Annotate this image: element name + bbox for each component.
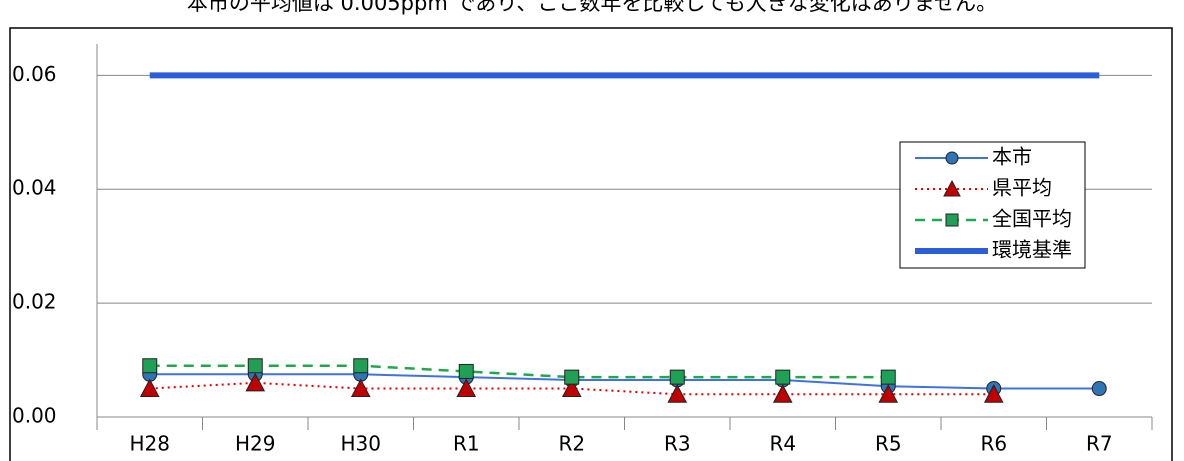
marker bbox=[142, 358, 158, 374]
legend-box bbox=[899, 141, 1086, 269]
x-tick-label: R1 bbox=[453, 432, 480, 456]
y-tick-label: 0.04 bbox=[12, 176, 57, 200]
marker bbox=[775, 369, 791, 385]
marker bbox=[772, 384, 793, 403]
legend-label: 本市 bbox=[992, 145, 1032, 169]
x-tick-label: R4 bbox=[769, 432, 796, 456]
marker bbox=[943, 179, 961, 197]
series bbox=[142, 358, 896, 385]
x-tick-label: R5 bbox=[875, 432, 902, 456]
marker bbox=[669, 369, 685, 385]
legend-label: 県平均 bbox=[992, 176, 1052, 200]
x-tick-label: R3 bbox=[664, 432, 691, 456]
marker bbox=[945, 151, 959, 165]
marker bbox=[247, 358, 263, 374]
marker bbox=[983, 384, 1004, 403]
marker bbox=[458, 363, 474, 379]
y-tick-label: 0.06 bbox=[12, 62, 57, 86]
series bbox=[139, 372, 1004, 403]
marker bbox=[880, 369, 896, 385]
marker bbox=[353, 358, 369, 374]
x-tick-label: R6 bbox=[980, 432, 1007, 456]
marker bbox=[1091, 381, 1107, 397]
y-tick-label: 0.02 bbox=[12, 290, 57, 314]
x-tick-label: R2 bbox=[558, 432, 585, 456]
x-tick-label: H30 bbox=[341, 432, 382, 456]
series-line bbox=[149, 381, 994, 396]
series-line bbox=[149, 373, 1100, 390]
marker bbox=[350, 378, 371, 398]
marker bbox=[456, 378, 477, 398]
x-tick-label: R7 bbox=[1086, 432, 1113, 456]
x-tick-label: H29 bbox=[235, 432, 276, 456]
marker bbox=[945, 213, 959, 227]
y-tick-label: 0.00 bbox=[12, 404, 57, 428]
marker bbox=[878, 384, 899, 403]
marker bbox=[245, 372, 266, 392]
marker bbox=[139, 378, 160, 398]
legend-label: 全国平均 bbox=[992, 207, 1072, 231]
legend-label: 環境基準 bbox=[992, 238, 1072, 262]
marker bbox=[561, 378, 582, 398]
x-tick-label: H28 bbox=[130, 432, 171, 456]
chart-subtitle: 本市の平均値は 0.005ppm であり、ここ数年を比較しても大きな変化はありま… bbox=[187, 0, 997, 15]
marker bbox=[667, 384, 688, 403]
marker bbox=[564, 369, 580, 385]
series-line bbox=[149, 364, 889, 379]
